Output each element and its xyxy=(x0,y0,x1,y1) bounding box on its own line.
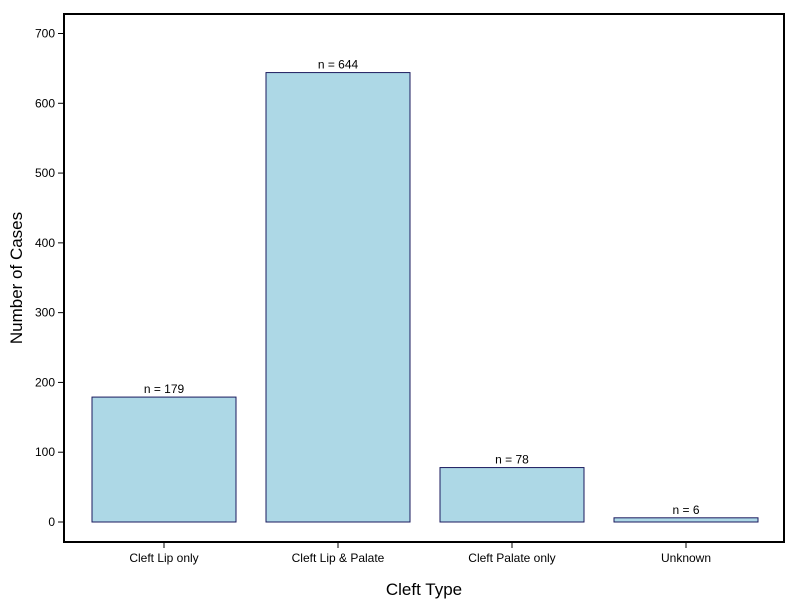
y-tick-label: 0 xyxy=(48,515,55,529)
y-tick-label: 400 xyxy=(35,236,55,250)
plot-frame xyxy=(63,13,785,543)
data-labels-group: n = 179 n = 644 n = 78 n = 6 xyxy=(144,58,700,517)
y-tick-label: 700 xyxy=(35,27,55,41)
data-label: n = 644 xyxy=(318,58,359,72)
data-label: n = 78 xyxy=(495,453,529,467)
x-axis: Cleft Lip only Cleft Lip & Palate Cleft Pa… xyxy=(129,542,711,565)
bar xyxy=(91,396,237,523)
bar xyxy=(613,517,759,523)
y-tick-label: 500 xyxy=(35,166,55,180)
bars-group xyxy=(91,72,759,523)
bar xyxy=(439,467,585,523)
x-axis-title: Cleft Type xyxy=(386,580,462,599)
y-tick-label: 600 xyxy=(35,96,55,110)
bar xyxy=(265,72,411,523)
y-tick-label: 100 xyxy=(35,445,55,459)
data-label: n = 179 xyxy=(144,382,185,396)
x-tick-label: Unknown xyxy=(661,551,711,565)
y-tick-label: 200 xyxy=(35,375,55,389)
x-tick-label: Cleft Palate only xyxy=(468,551,555,565)
x-tick-label: Cleft Lip only xyxy=(129,551,198,565)
y-tick-label: 300 xyxy=(35,306,55,320)
y-axis-title: Number of Cases xyxy=(7,212,26,344)
x-tick-label: Cleft Lip & Palate xyxy=(292,551,385,565)
data-label: n = 6 xyxy=(672,503,699,517)
y-axis: 0 100 200 300 400 500 600 700 xyxy=(35,27,64,529)
